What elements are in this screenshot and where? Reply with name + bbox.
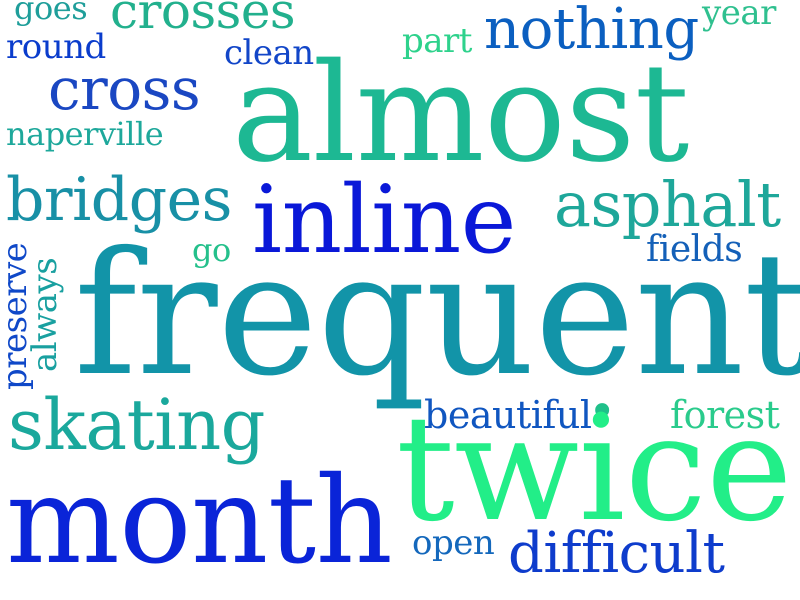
word-difficult: difficult <box>508 521 725 586</box>
word-asphalt: asphalt <box>554 168 781 241</box>
word-month: month <box>6 452 393 591</box>
word-round: round <box>6 27 106 67</box>
word-skating: skating <box>8 384 265 466</box>
word-cross: cross <box>48 55 201 123</box>
word-part: part <box>402 21 472 61</box>
word-go: go <box>192 231 231 269</box>
word-dot: • <box>588 384 616 440</box>
word-frequent: frequent <box>74 216 800 414</box>
word-inline: inline <box>252 166 516 275</box>
word-naperville: naperville <box>6 115 164 153</box>
word-open: open <box>412 523 495 563</box>
word-goes: goes <box>14 0 88 27</box>
word-beautiful: beautiful <box>424 393 592 437</box>
word-clean: clean <box>224 33 314 73</box>
word-bridges: bridges <box>6 165 232 235</box>
word-fields: fields <box>646 229 743 270</box>
word-crosses: crosses <box>110 0 296 40</box>
word-nothing: nothing <box>484 0 699 62</box>
word-year: year <box>702 0 776 33</box>
word-twice: twice <box>396 384 793 554</box>
word-forest: forest <box>670 393 780 437</box>
word-almost: almost <box>232 35 689 193</box>
word-always: always <box>25 257 65 372</box>
